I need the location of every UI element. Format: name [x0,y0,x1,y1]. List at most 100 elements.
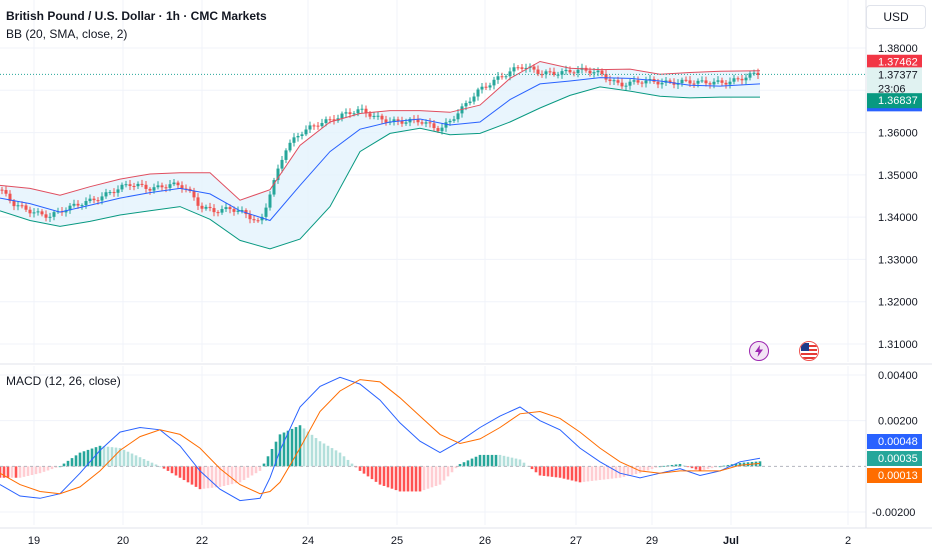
macd-histogram-bar [246,466,250,478]
macd-histogram-bar [590,466,594,481]
candle-body [640,82,644,84]
candle-body [700,80,704,82]
lightning-icon[interactable] [749,341,769,361]
candle [192,187,196,201]
macd-histogram-bar [174,466,178,476]
candle [124,180,128,188]
candle [80,203,84,210]
candle-body [564,69,568,72]
candle-body [120,184,124,190]
candle-body [344,112,348,114]
candle-body [596,70,600,73]
candle [220,205,224,215]
candle [504,74,508,80]
candle-body [272,180,276,195]
candle-body [716,80,720,82]
candle [32,208,36,218]
macd-histogram-bar [710,466,714,469]
candle-body [292,137,296,143]
candle-body [416,119,420,123]
macd-histogram-bar [294,427,298,467]
candle-body [104,192,108,197]
macd-histogram-bar [266,456,270,467]
candle [364,105,368,118]
macd-histogram-bar [286,430,290,467]
candle-body [364,108,368,114]
candle-body [296,135,300,138]
macd-axis-tick: 0.00200 [878,416,918,428]
macd-histogram-bar [162,466,166,469]
macd-histogram-bar [270,448,274,467]
macd-histogram-bar [490,454,494,467]
macd-histogram-bar [290,428,294,467]
macd-histogram-bar [298,425,302,467]
candle [524,63,528,73]
candle [472,92,476,105]
candle [684,76,688,83]
candle-body [644,80,648,84]
candle-body [656,81,660,85]
bb-indicator-label[interactable]: BB (20, SMA, close, 2) [6,27,128,41]
candle [200,202,204,213]
macd-histogram-bar [282,432,286,467]
currency-button[interactable]: USD [866,5,926,29]
candle [496,72,500,84]
candle [576,65,580,78]
candle-body [204,206,208,209]
candle-body [356,109,360,114]
candle [724,79,728,89]
candle-body [276,168,280,181]
candle-body [68,205,72,211]
candle [624,82,628,91]
macd-histogram-bar [618,466,622,478]
candle [256,217,260,223]
candle [332,115,336,125]
candle-body [220,209,224,213]
us-flag-icon[interactable] [799,341,819,361]
candle-body [568,69,572,73]
candle-body [552,71,556,75]
macd-histogram-bar [626,466,630,476]
candle-body [520,67,524,69]
candle [500,72,504,80]
macd-histogram-bar [74,455,78,467]
macd-indicator-label[interactable]: MACD (12, 26, close) [6,374,121,388]
macd-histogram-bar [582,466,586,482]
macd-histogram-bar [450,466,454,473]
candle [372,111,376,120]
candle-body [200,205,204,209]
macd-histogram-bar [18,466,22,478]
candle [292,133,296,147]
chart-title: British Pound / U.S. Dollar · 1h · CMC M… [6,9,267,23]
macd-histogram-bar [366,466,370,477]
macd-histogram-bar [142,459,146,467]
candle-body [152,187,156,191]
macd-histogram-bar [510,457,514,467]
macd-histogram-bar [518,459,522,467]
candle-body [240,210,244,212]
macd-histogram-bar [206,466,210,489]
candle-body [624,85,628,87]
candle [480,83,484,94]
candle [240,206,244,214]
price-axis-tick: 1.34000 [878,212,918,224]
candle [704,76,708,87]
macd-histogram-bar [722,465,726,467]
candle [628,79,632,90]
macd-histogram-bar [90,448,94,467]
candle [360,104,364,114]
candle [272,177,276,197]
macd-histogram-bar [550,466,554,477]
candle-body [100,196,104,201]
macd-histogram-bar [166,466,170,471]
candle [612,78,616,86]
candle-body [348,112,352,115]
candle [516,64,520,71]
candle [552,67,556,77]
candle-body [512,67,516,72]
candle [312,123,316,130]
candle-body [432,123,436,129]
candle [608,75,612,86]
macd-histogram-bar [402,466,406,492]
